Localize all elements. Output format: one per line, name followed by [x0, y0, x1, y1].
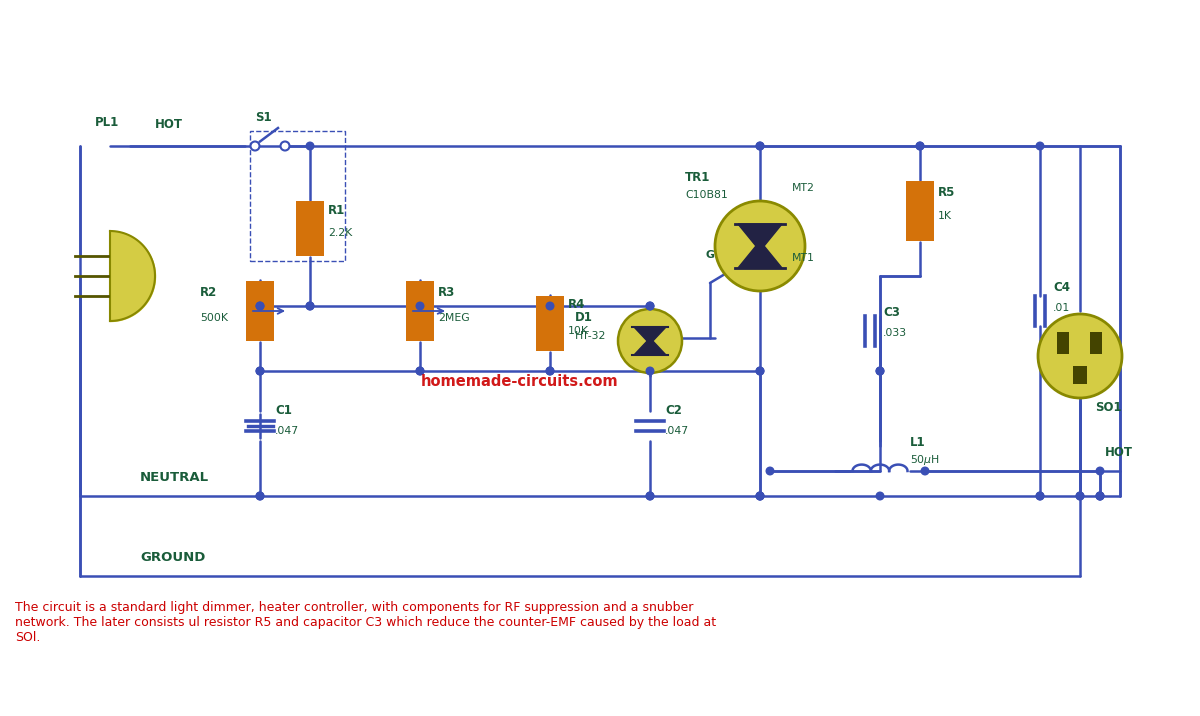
Text: C10B81: C10B81: [685, 190, 727, 200]
Text: HOT: HOT: [155, 118, 182, 131]
Text: C2: C2: [665, 404, 682, 417]
Text: .047: .047: [665, 426, 689, 436]
Circle shape: [416, 302, 424, 310]
Circle shape: [1097, 492, 1104, 500]
Bar: [246, 281, 274, 341]
Circle shape: [715, 201, 805, 291]
Circle shape: [917, 142, 924, 150]
Text: 2.2K: 2.2K: [328, 228, 353, 238]
Circle shape: [257, 367, 264, 374]
Circle shape: [546, 367, 553, 374]
Polygon shape: [738, 241, 782, 268]
Circle shape: [756, 367, 764, 374]
Circle shape: [251, 142, 259, 150]
Circle shape: [647, 492, 654, 500]
Circle shape: [1037, 142, 1044, 150]
Text: .047: .047: [275, 426, 299, 436]
Text: C3: C3: [883, 306, 900, 319]
Bar: [406, 281, 434, 341]
Circle shape: [876, 492, 884, 500]
Circle shape: [257, 302, 264, 310]
Bar: [906, 181, 934, 241]
Text: .01: .01: [1054, 303, 1070, 313]
Circle shape: [922, 468, 929, 475]
Text: D1: D1: [575, 311, 593, 324]
Text: 50$\mu$H: 50$\mu$H: [910, 453, 940, 467]
Text: SO1: SO1: [1096, 401, 1122, 414]
Circle shape: [546, 302, 553, 310]
Circle shape: [1097, 468, 1104, 475]
Text: 10K: 10K: [568, 326, 589, 336]
Circle shape: [306, 302, 314, 310]
Circle shape: [546, 367, 553, 374]
Circle shape: [257, 492, 264, 500]
Text: PL1: PL1: [95, 116, 119, 129]
Text: 500K: 500K: [200, 313, 228, 323]
Text: NEUTRAL: NEUTRAL: [140, 471, 209, 484]
Circle shape: [647, 492, 654, 500]
Circle shape: [1076, 492, 1084, 500]
Circle shape: [416, 367, 424, 374]
Polygon shape: [634, 338, 666, 355]
Circle shape: [647, 302, 654, 310]
Text: HT-32: HT-32: [575, 331, 606, 341]
Circle shape: [647, 367, 654, 374]
Bar: [1057, 332, 1069, 354]
Text: MT1: MT1: [792, 253, 815, 263]
Text: GROUND: GROUND: [140, 551, 205, 564]
Circle shape: [306, 302, 314, 310]
Text: The circuit is a standard light dimmer, heater controller, with components for R: The circuit is a standard light dimmer, …: [14, 601, 716, 644]
Text: G: G: [706, 250, 714, 260]
Text: 2MEG: 2MEG: [438, 313, 469, 323]
Circle shape: [917, 142, 924, 150]
Text: R4: R4: [568, 299, 586, 311]
Circle shape: [416, 367, 424, 374]
Circle shape: [756, 142, 764, 150]
Circle shape: [1097, 492, 1104, 500]
Circle shape: [618, 309, 682, 373]
Circle shape: [1037, 492, 1044, 500]
Circle shape: [306, 142, 314, 150]
Circle shape: [1076, 492, 1084, 500]
Text: R2: R2: [200, 286, 217, 299]
Text: TR1: TR1: [685, 171, 710, 184]
Bar: [296, 201, 324, 256]
Text: R3: R3: [438, 286, 455, 299]
Text: C1: C1: [275, 404, 292, 417]
Text: MT2: MT2: [792, 183, 815, 193]
Text: R5: R5: [938, 186, 955, 199]
Text: .033: .033: [883, 328, 907, 338]
Text: C4: C4: [1054, 281, 1070, 294]
Text: 1K: 1K: [938, 211, 952, 221]
Circle shape: [756, 142, 764, 150]
Bar: [250, 131, 346, 261]
Circle shape: [756, 367, 764, 374]
Polygon shape: [634, 327, 666, 344]
Circle shape: [756, 492, 764, 500]
Text: S1: S1: [256, 111, 271, 124]
Circle shape: [756, 492, 764, 500]
Text: R1: R1: [328, 203, 346, 216]
Circle shape: [257, 492, 264, 500]
Text: HOT: HOT: [1105, 446, 1133, 459]
Text: L1: L1: [910, 436, 925, 449]
Circle shape: [281, 142, 289, 150]
Circle shape: [257, 302, 264, 310]
Circle shape: [1037, 492, 1044, 500]
Circle shape: [876, 367, 884, 374]
Circle shape: [1097, 492, 1104, 500]
Circle shape: [767, 468, 774, 475]
Circle shape: [647, 302, 654, 310]
Circle shape: [1038, 314, 1122, 398]
Bar: [1090, 332, 1102, 354]
Circle shape: [876, 367, 884, 374]
Bar: [536, 296, 564, 351]
Bar: [1073, 366, 1087, 384]
Circle shape: [756, 492, 764, 500]
Polygon shape: [738, 224, 782, 251]
Text: homemade-circuits.com: homemade-circuits.com: [421, 374, 619, 389]
Circle shape: [257, 367, 264, 374]
